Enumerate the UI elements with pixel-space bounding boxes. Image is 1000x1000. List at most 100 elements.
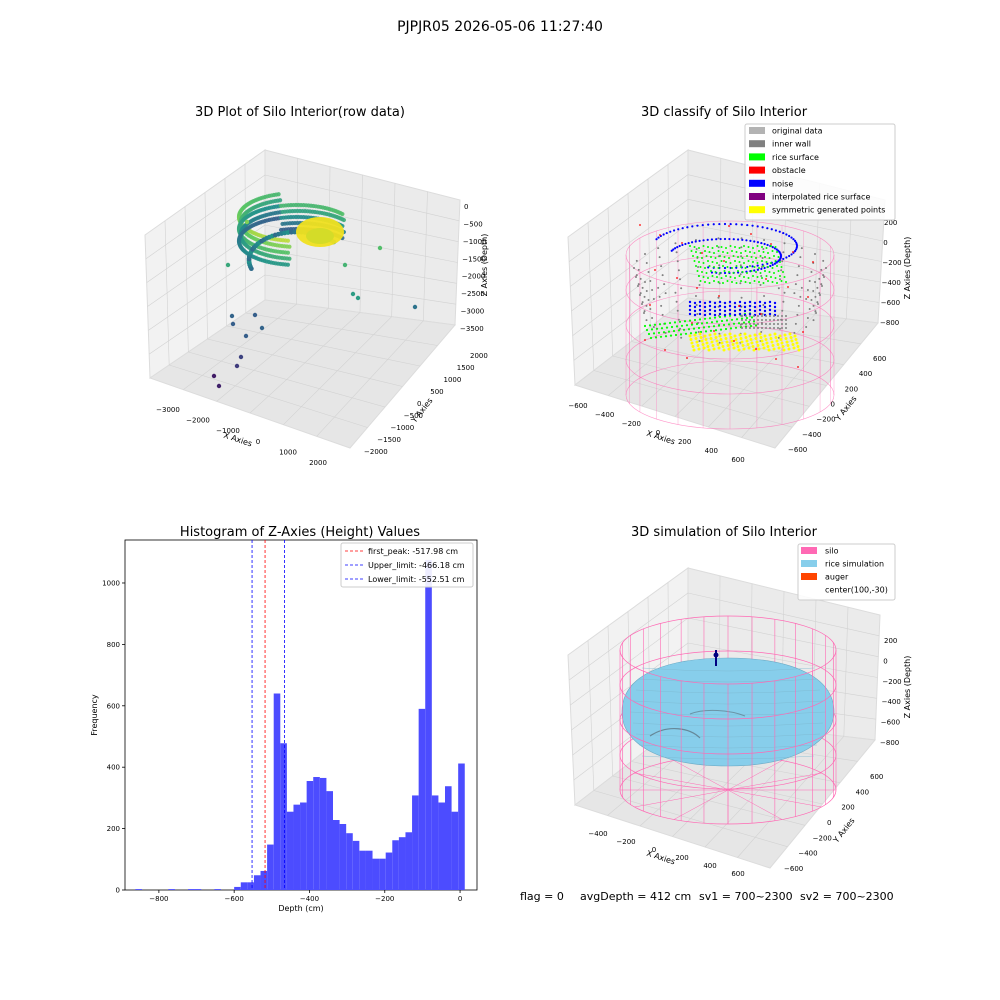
histogram-legend: first_peak: -517.98 cm Upper_limit: -466.… <box>340 542 474 588</box>
inner-wall-point <box>822 259 825 262</box>
noise-point <box>793 250 797 253</box>
symmetric-point <box>746 343 750 346</box>
histogram-bar <box>352 840 360 890</box>
legend-label: silo <box>825 547 839 556</box>
x-tick-label: 400 <box>705 447 718 455</box>
noise-point <box>768 300 772 304</box>
z-tick-label: −200 <box>882 678 901 686</box>
rice-surface-point <box>717 324 721 327</box>
raw-data-point <box>292 229 298 235</box>
symmetric-point <box>720 341 724 345</box>
x-tick-label: 400 <box>703 862 716 870</box>
histogram-bar <box>240 882 248 890</box>
inner-wall-point <box>658 295 661 298</box>
rice-surface-point <box>779 261 781 263</box>
rice-surface-point <box>765 275 768 277</box>
rice-surface-point <box>713 316 717 319</box>
inner-wall-point <box>753 319 755 321</box>
legend-label: rice surface <box>772 153 819 162</box>
noise-point <box>778 230 781 233</box>
noise-point <box>753 301 757 305</box>
inner-wall-point <box>785 319 787 321</box>
rice-surface-point <box>774 246 777 248</box>
symmetric-point <box>730 339 734 343</box>
classify-legend-box <box>744 123 896 221</box>
panel-raw-3d: 3D Plot of Silo Interior(row data) −3000… <box>144 105 489 467</box>
inner-wall-point <box>817 303 819 305</box>
symmetric-point <box>740 340 744 344</box>
symmetric-point <box>788 332 792 336</box>
rice-surface-point <box>729 276 732 278</box>
histogram-bar <box>267 844 274 890</box>
legend-label: auger <box>825 573 849 582</box>
rice-surface-point <box>697 326 701 330</box>
symmetric-point <box>792 346 796 350</box>
inner-wall-point <box>777 323 779 325</box>
inner-wall-point <box>753 323 755 325</box>
inner-wall-point <box>761 315 763 317</box>
raw-outlier-point <box>355 295 361 301</box>
histogram-bar <box>412 795 419 890</box>
y-tick-label: 0 <box>116 887 120 895</box>
y-tick-label: −400 <box>802 431 821 439</box>
inner-wall-point <box>645 262 648 265</box>
rice-surface-point <box>649 336 653 340</box>
classify-point-cloud <box>633 222 827 368</box>
rice-surface-point <box>643 324 647 328</box>
legend-label: symmetric generated points <box>772 206 885 215</box>
histogram-bar <box>365 850 373 890</box>
y-tick-label: −600 <box>784 865 803 873</box>
symmetric-point <box>715 339 719 343</box>
raw-outlier-point <box>211 373 217 379</box>
noise-point <box>743 309 747 313</box>
rice-surface-point <box>768 271 771 273</box>
rice-surface-point <box>749 251 751 253</box>
rice-surface-point <box>750 270 753 272</box>
rice-surface-point <box>647 332 651 336</box>
obstacle-point <box>775 358 777 360</box>
symmetric-point <box>753 333 757 337</box>
inner-wall-point <box>796 274 799 277</box>
legend-swatch <box>749 153 765 161</box>
rice-surface-point <box>702 262 705 264</box>
rice-surface-point <box>707 260 709 262</box>
legend-label: Upper_limit: -466.18 cm <box>368 561 465 570</box>
rice-surface-point <box>717 267 720 269</box>
histogram-bar <box>135 889 142 890</box>
rice-surface-point <box>660 327 664 330</box>
histogram-bar <box>425 559 432 890</box>
inner-wall-point <box>785 323 787 325</box>
panel-histogram: Histogram of Z-Axies (Height) Values −80… <box>90 525 478 913</box>
symmetric-point <box>729 336 733 339</box>
sv1-text: sv1 = 700~2300 <box>699 890 793 903</box>
y-tick-label: 800 <box>107 641 120 649</box>
noise-point <box>715 238 718 241</box>
symmetric-point <box>787 347 791 351</box>
legend-swatch <box>749 127 765 134</box>
grid-line <box>264 274 456 305</box>
x-tick-label: 0 <box>652 846 656 854</box>
rice-surface-point <box>718 315 722 319</box>
rice-surface-point <box>657 331 661 334</box>
rice-surface-point <box>672 329 676 333</box>
noise-point <box>676 246 679 249</box>
symmetric-point <box>766 345 770 348</box>
rice-surface-point <box>708 317 712 320</box>
inner-wall-point <box>658 256 661 259</box>
noise-point <box>728 312 732 316</box>
z-tick-label: 0 <box>883 239 887 247</box>
inner-wall-point <box>799 256 802 259</box>
noise-point <box>769 264 772 268</box>
inner-wall-point <box>680 287 683 290</box>
rice-surface-point <box>698 261 700 263</box>
inner-wall-point <box>695 304 698 307</box>
panel-simulation-3d: 3D simulation of Silo Interior −400 −200 0… <box>567 525 912 878</box>
noise-point <box>662 233 665 236</box>
rice-surface-point <box>665 326 669 329</box>
histogram-bars <box>135 559 465 890</box>
rice-surface-point <box>744 250 747 252</box>
rice-surface-point <box>710 321 714 324</box>
histogram-legend-box <box>340 542 474 588</box>
histogram-bar <box>306 781 314 890</box>
rice-surface-point <box>746 272 748 274</box>
